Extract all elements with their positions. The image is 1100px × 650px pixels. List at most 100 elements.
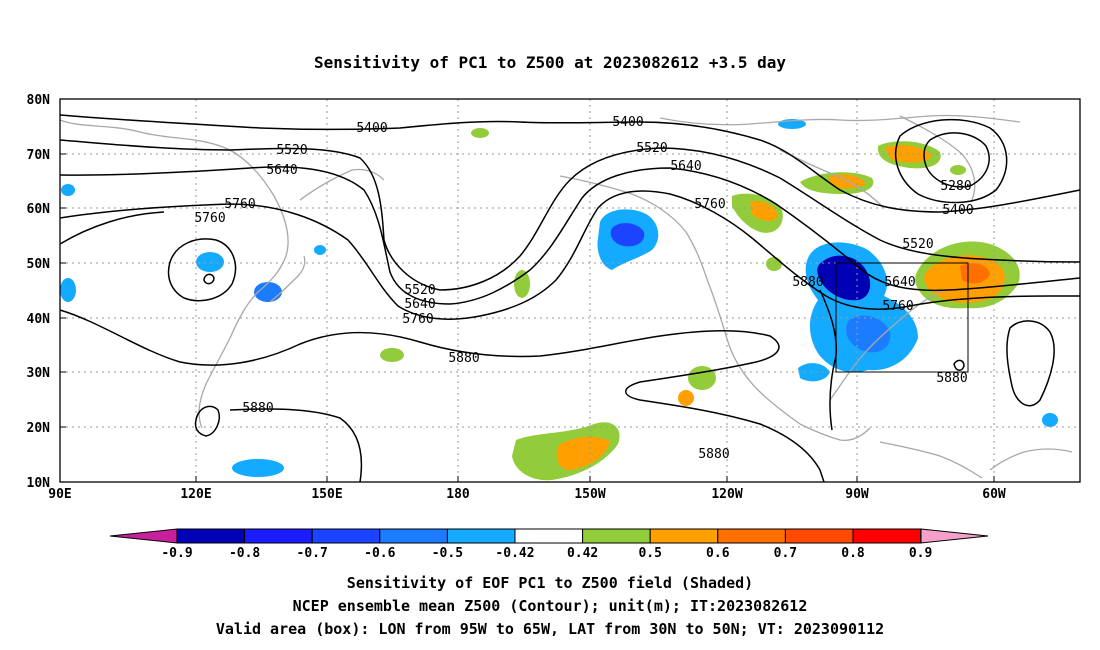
contour-label: 5280: [940, 179, 971, 194]
contour-5880-island: [194, 405, 220, 437]
caption-line-3: Valid area (box): LON from 95W to 65W, L…: [216, 620, 884, 638]
negative-sensitivity-gulf: [798, 363, 830, 382]
contour-labels: 5400 5400 5400 5520 5520 5520 5520 5640 …: [194, 115, 973, 462]
contour-5880-west: [59, 309, 825, 483]
lat-label: 60N: [27, 202, 51, 217]
colorbar-tick-label: 0.42: [567, 546, 598, 561]
contour-label: 5400: [612, 115, 643, 130]
colorbar-tick-label: 0.5: [638, 546, 661, 561]
coastline-alaska: [559, 175, 709, 283]
contour-label: 5520: [902, 237, 933, 252]
coastline-arctic: [659, 114, 1021, 126]
contour-label: 5880: [792, 275, 823, 290]
colorbar-tick-label: 0.6: [706, 546, 730, 561]
lon-label: 150E: [311, 487, 342, 502]
coastline-south-america: [989, 448, 1073, 471]
lat-label: 30N: [27, 366, 51, 381]
colorbar-tick-label: 0.7: [774, 546, 797, 561]
longitude-labels: 90E 120E 150E 180 150W 120W 90W 60W: [48, 487, 1006, 502]
grid: [60, 99, 1080, 482]
contour-5520: [59, 139, 1081, 291]
negative-spot-atlantic: [1042, 413, 1058, 427]
contour-label: 5760: [402, 312, 433, 327]
colorbar-tick-label: 0.9: [909, 546, 932, 561]
negative-sensitivity-core: [817, 255, 871, 301]
colorbar-tick-label: -0.9: [161, 546, 192, 561]
coastline-north-america-west: [707, 281, 801, 425]
contour-5760-cutoff-inner: [203, 273, 215, 285]
colorbar-swatch: [311, 528, 381, 544]
positive-sensitivity-canada-core: [750, 200, 778, 222]
contour-label: 5520: [636, 141, 667, 156]
valid-area-box: [835, 262, 969, 373]
positive-spot-mexico: [688, 366, 716, 390]
contour-5880-se-us: [953, 359, 965, 371]
lon-label: 60W: [982, 487, 1006, 502]
contour-label: 5760: [694, 197, 725, 212]
coastline-north-america-east: [829, 289, 945, 401]
contour-5400-greenland: [895, 118, 1008, 204]
negative-sensitivity-pacific-core: [610, 223, 645, 247]
negative-spot-sibera: [196, 252, 224, 272]
colorbar-labels: -0.9 -0.8 -0.7 -0.6 -0.5 -0.42 0.42 0.5 0.6 0.7 0.…: [161, 546, 932, 561]
contour-5880-south: [229, 408, 363, 483]
contour-label: 5640: [884, 275, 915, 290]
contour-label: 5400: [942, 203, 973, 218]
colorbar-tick-label: 0.8: [841, 546, 865, 561]
colorbar-swatch: [514, 528, 584, 544]
lon-label: 150W: [574, 487, 605, 502]
contour-5880-atlantic: [1006, 320, 1055, 407]
coastline-hudson: [779, 149, 885, 209]
contour-label: 5640: [266, 163, 297, 178]
colorbar-low-arrow: [109, 528, 178, 544]
colorbar-swatch: [784, 528, 854, 544]
negative-sensitivity-mid: [846, 315, 891, 353]
latitude-labels: 80N 70N 60N 50N 40N 30N 20N 10N: [27, 93, 51, 491]
negative-spot-small1: [61, 184, 75, 196]
positive-sensitivity-tropics-core: [556, 436, 610, 470]
coastline-japan: [269, 255, 306, 303]
sensitivity-shading: [60, 119, 1058, 481]
lon-label: 90E: [48, 487, 71, 502]
contour-label: 5760: [224, 197, 255, 212]
colorbar-tick-label: -0.6: [364, 546, 395, 561]
lon-label: 120E: [180, 487, 211, 502]
colorbar-boxes: [176, 528, 922, 544]
contour-label: 5880: [698, 447, 729, 462]
negative-spot-west: [60, 278, 76, 302]
contour-5280-low: [923, 132, 990, 188]
contour-label: 5760: [882, 299, 913, 314]
caption-line-1: Sensitivity of EOF PC1 to Z500 field (Sh…: [347, 574, 753, 592]
colorbar-tick-label: -0.8: [229, 546, 260, 561]
negative-spot-small2: [314, 245, 326, 255]
positive-spot-central-pacific: [380, 348, 404, 362]
positive-spot-aleutian: [514, 270, 530, 298]
colorbar-swatch: [244, 528, 313, 544]
negative-spot-tropical: [232, 459, 284, 477]
contour-5640: [59, 166, 1081, 305]
contour-label: 5520: [404, 283, 435, 298]
contour-label: 5760: [194, 211, 225, 226]
map-frame: [59, 98, 1081, 483]
lat-label: 10N: [27, 476, 51, 491]
lat-label: 40N: [27, 312, 51, 327]
colorbar-swatch: [649, 528, 719, 544]
contour-label: 5880: [242, 401, 273, 416]
colorbar: -0.9 -0.8 -0.7 -0.6 -0.5 -0.42 0.42 0.5 0.6 0.7 0.…: [109, 528, 989, 561]
colorbar-tick-label: -0.7: [297, 546, 328, 561]
contour-label: 5880: [936, 371, 967, 386]
contour-label: 5640: [404, 297, 435, 312]
contour-5760: [59, 190, 1080, 320]
tick-marks: [60, 98, 995, 483]
contour-5400-west: [59, 114, 1081, 213]
colorbar-swatch: [379, 528, 448, 544]
colorbar-swatch: [176, 528, 246, 544]
caption-line-2: NCEP ensemble mean Z500 (Contour); unit(…: [293, 597, 808, 615]
colorbar-tick-label: -0.42: [495, 546, 534, 561]
contour-label: 5520: [276, 143, 307, 158]
lon-label: 180: [446, 487, 470, 502]
colorbar-swatch: [582, 528, 651, 544]
colorbar-swatch: [852, 528, 922, 544]
contour-label: 5880: [448, 351, 479, 366]
